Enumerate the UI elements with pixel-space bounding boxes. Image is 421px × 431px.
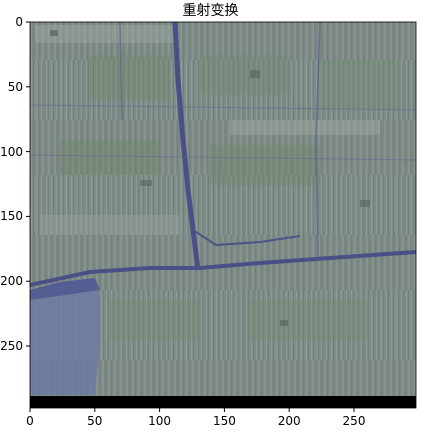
- y-tick-label: 250: [0, 339, 23, 353]
- y-tick-label: 200: [0, 274, 23, 288]
- x-tick-label: 150: [213, 414, 236, 428]
- y-tick-label: 150: [0, 209, 23, 223]
- y-tick-label: 0: [15, 15, 23, 29]
- x-tick-label: 0: [26, 414, 34, 428]
- x-tick-label: 250: [343, 414, 366, 428]
- x-tick-label: 50: [87, 414, 102, 428]
- x-tick-label: 100: [148, 414, 171, 428]
- remapped-image: [30, 22, 416, 408]
- y-tick-label: 100: [0, 145, 23, 159]
- x-axis: 0 50 100 150 200 250: [26, 408, 365, 428]
- y-axis: 0 50 100 150 200 250: [0, 15, 30, 353]
- y-tick-label: 50: [8, 80, 23, 94]
- x-tick-label: 200: [278, 414, 301, 428]
